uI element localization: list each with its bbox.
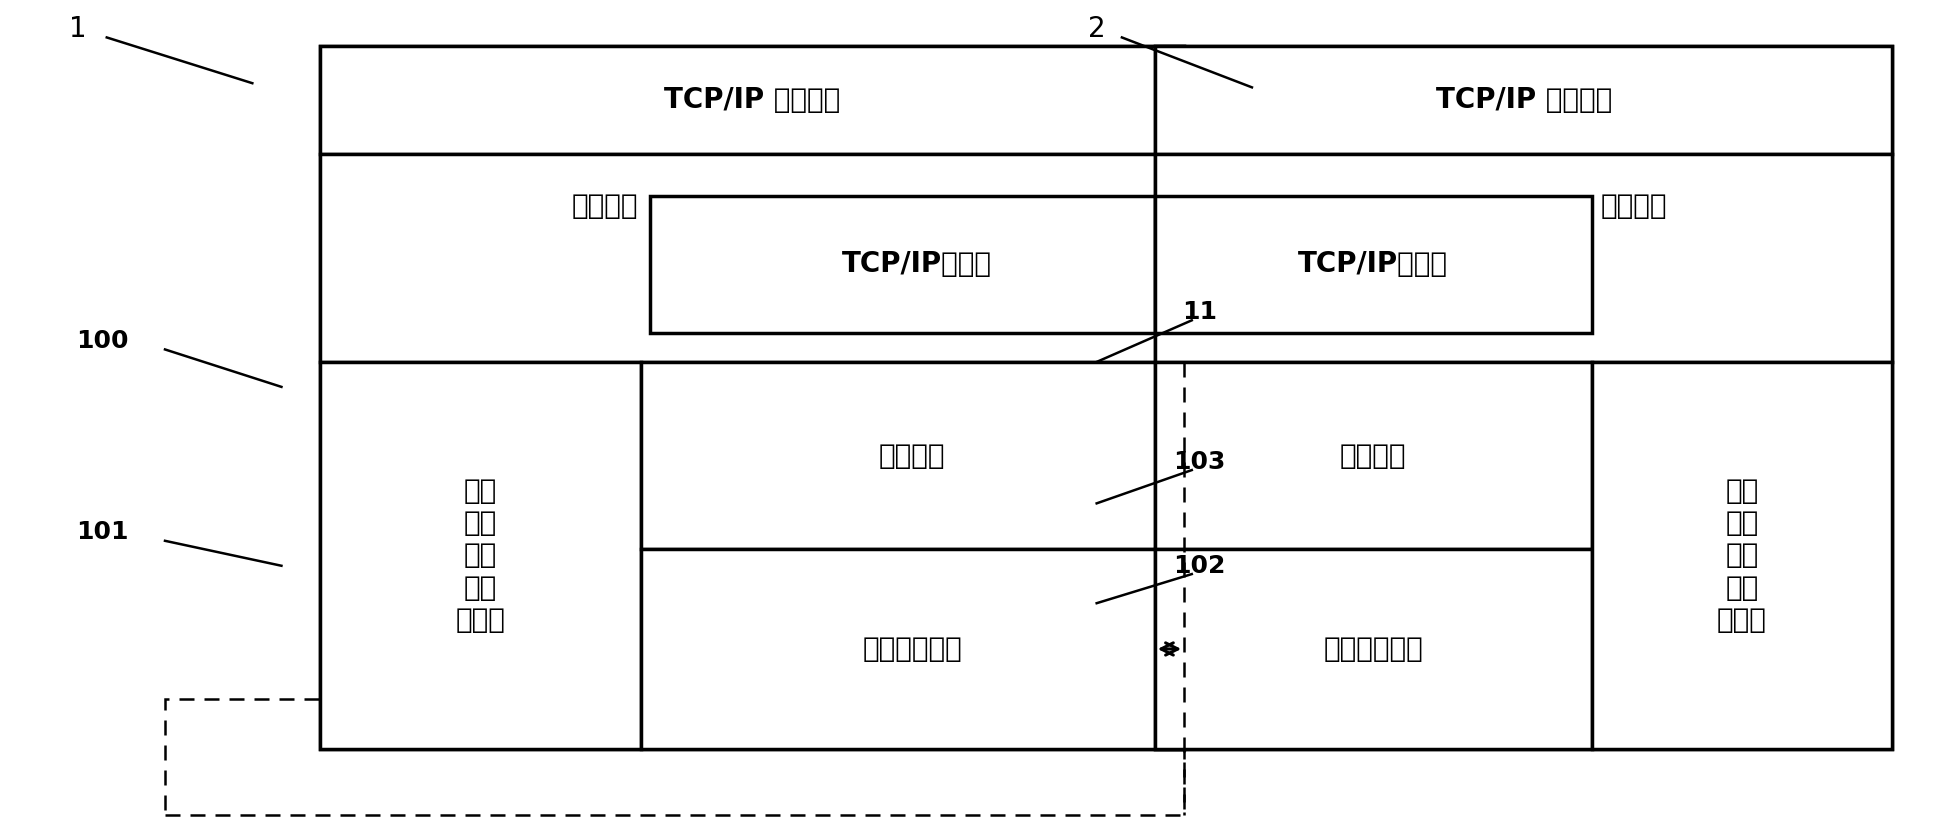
Text: TCP/IP协议栈: TCP/IP协议栈 <box>1299 250 1448 278</box>
Bar <box>1155 362 1592 549</box>
Text: 虚拟网卡: 虚拟网卡 <box>879 442 945 469</box>
Bar <box>320 362 641 749</box>
Text: TCP/IP 应用程序: TCP/IP 应用程序 <box>664 86 840 114</box>
Text: 103: 103 <box>1174 450 1225 473</box>
Text: 1: 1 <box>68 15 87 43</box>
Text: 2: 2 <box>1087 15 1106 43</box>
Text: 操作系统: 操作系统 <box>1601 192 1667 220</box>
Text: 共享
通信
缓冲
区分
配模块: 共享 通信 缓冲 区分 配模块 <box>456 477 505 634</box>
Bar <box>320 46 1184 749</box>
Text: TCP/IP协议栈: TCP/IP协议栈 <box>842 250 992 278</box>
Text: 底层通信模块: 底层通信模块 <box>1324 635 1423 663</box>
Text: 11: 11 <box>1182 300 1217 324</box>
Bar <box>1155 196 1592 333</box>
Bar <box>1155 46 1892 154</box>
Text: 操作系统: 操作系统 <box>573 192 639 220</box>
Text: 底层通信模块: 底层通信模块 <box>862 635 963 663</box>
Text: 102: 102 <box>1174 554 1225 577</box>
Bar <box>165 699 1184 815</box>
Bar <box>641 549 1184 749</box>
Bar <box>320 46 1184 154</box>
Bar <box>1155 549 1592 749</box>
Text: 100: 100 <box>76 329 130 353</box>
Text: 共享
通信
缓冲
区分
配模块: 共享 通信 缓冲 区分 配模块 <box>1718 477 1766 634</box>
Bar <box>1592 362 1892 749</box>
Bar <box>1155 46 1892 749</box>
Text: 101: 101 <box>76 521 130 544</box>
Bar <box>320 154 1184 362</box>
Bar <box>1155 154 1892 362</box>
Text: 虚拟网卡: 虚拟网卡 <box>1339 442 1407 469</box>
Bar <box>650 196 1184 333</box>
Bar <box>641 362 1184 549</box>
Text: TCP/IP 应用程序: TCP/IP 应用程序 <box>1436 86 1611 114</box>
